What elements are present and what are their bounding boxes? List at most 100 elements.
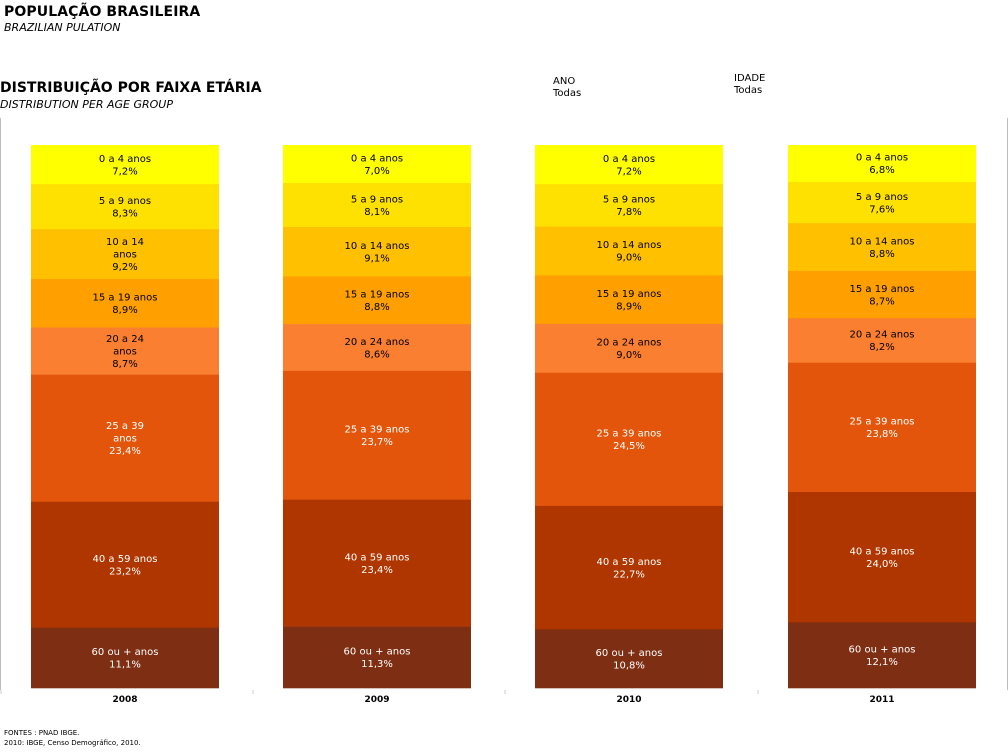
data-label: 7,2% [112, 166, 137, 177]
section-subtitle: DISTRIBUTION PER AGE GROUP [0, 98, 173, 111]
bar-segment[interactable] [788, 622, 976, 689]
bar-segment[interactable] [283, 276, 471, 325]
data-label: 8,9% [616, 301, 641, 312]
segment-name-label: 25 a 39 [106, 421, 144, 432]
filter-idade-value[interactable]: Todas [734, 85, 763, 96]
bar-segment[interactable] [788, 223, 976, 272]
data-label: 23,4% [109, 446, 141, 457]
data-label: 8,7% [869, 296, 894, 307]
segment-name-label: 0 a 4 anos [99, 154, 151, 165]
bar-segment[interactable] [31, 229, 219, 280]
bar-segment[interactable] [283, 499, 471, 627]
bar-segment[interactable] [535, 629, 723, 689]
bar-segment[interactable] [283, 145, 471, 184]
segment-name-label: 0 a 4 anos [351, 153, 403, 164]
page-subtitle: BRAZILIAN PULATION [4, 21, 121, 34]
data-label: 7,2% [616, 166, 641, 177]
column-2009: 0 a 4 anos 7,0% 5 a 9 anos 8,1% 10 a 14 anos… [283, 145, 471, 689]
bar-segment[interactable] [283, 626, 471, 689]
segment-name-label: 60 ou + anos [92, 647, 159, 658]
segment-name-label: 40 a 59 anos [597, 557, 662, 568]
x-tick-label: 2011 [869, 695, 894, 705]
segment-name-label: 60 ou + anos [849, 644, 916, 655]
data-label: 9,2% [112, 262, 137, 273]
segment-name-label: 5 a 9 anos [99, 196, 151, 207]
bar-segment[interactable] [31, 627, 219, 689]
data-label: 24,0% [866, 559, 898, 570]
bar-segment[interactable] [788, 270, 976, 319]
segment-name-label: 20 a 24 anos [850, 330, 915, 341]
filter-ano-value[interactable]: Todas [553, 88, 582, 99]
segment-name-label: 20 a 24 [106, 334, 144, 345]
bar-segment[interactable] [788, 181, 976, 224]
segment-name-label: 15 a 19 anos [850, 284, 915, 295]
bar-segment[interactable] [31, 145, 219, 185]
bar-segment[interactable] [31, 501, 219, 629]
data-label: 23,7% [361, 437, 393, 448]
data-label: 9,0% [616, 253, 641, 264]
segment-name-label: 40 a 59 anos [850, 546, 915, 557]
data-label: 8,2% [869, 342, 894, 353]
data-label: 23,2% [109, 566, 141, 577]
bar-segment[interactable] [31, 327, 219, 375]
bar-segment[interactable] [283, 370, 471, 500]
segment-name-label: 15 a 19 anos [93, 293, 158, 304]
segment-name-label: 5 a 9 anos [351, 194, 403, 205]
bar-segment[interactable] [788, 491, 976, 623]
x-tick-label: 2009 [364, 695, 389, 705]
segment-name-label: 60 ou + anos [596, 648, 663, 659]
bar-segment[interactable] [788, 145, 976, 183]
bar-segment[interactable] [31, 184, 219, 230]
bar-segment[interactable] [31, 279, 219, 328]
bar-segment[interactable] [788, 318, 976, 364]
data-label: 23,8% [866, 429, 898, 440]
filter-idade-label: IDADE [734, 73, 766, 84]
bar-segment[interactable] [535, 372, 723, 507]
segment-name-label: 5 a 9 anos [856, 192, 908, 203]
segment-name-label: 10 a 14 anos [345, 241, 410, 252]
data-label: 8,9% [112, 305, 137, 316]
segment-name-label: 25 a 39 anos [597, 429, 662, 440]
filter-ano-label: ANO [553, 76, 576, 87]
segment-name-label: 25 a 39 anos [345, 424, 410, 435]
data-label: 8,6% [364, 349, 389, 360]
segment-name-label: anos [113, 434, 137, 445]
filter-idade[interactable]: IDADE Todas [734, 73, 765, 97]
bar-segment[interactable] [535, 226, 723, 276]
segment-name-label: 40 a 59 anos [345, 552, 410, 563]
data-label: 11,1% [109, 660, 141, 671]
bar-segment[interactable] [788, 362, 976, 493]
data-label: 8,8% [364, 302, 389, 313]
segment-name-label: 0 a 4 anos [856, 153, 908, 164]
data-label: 12,1% [866, 657, 898, 668]
data-label: 23,4% [361, 565, 393, 576]
bar-segment[interactable] [535, 505, 723, 630]
segment-name-label: 15 a 19 anos [345, 290, 410, 301]
data-label: 7,6% [869, 204, 894, 215]
bar-segment[interactable] [535, 145, 723, 185]
sources-line-2: 2010: IBGE, Censo Demográfico, 2010. [4, 739, 141, 747]
bar-segment[interactable] [283, 183, 471, 228]
filter-ano[interactable]: ANO Todas [553, 76, 581, 100]
sources-line-1: FONTES : PNAD IBGE. [4, 729, 80, 737]
data-label: 22,7% [613, 569, 645, 580]
bar-segment[interactable] [535, 323, 723, 374]
chart-area: 0 a 4 anos 7,2% 5 a 9 anos 8,3% 10 a 14 anos 9… [0, 118, 1008, 705]
segment-name-label: 10 a 14 [106, 237, 144, 248]
x-tick-label: 2010 [616, 695, 641, 705]
data-label: 8,1% [364, 207, 389, 218]
x-tick-label: 2008 [112, 695, 137, 705]
bar-segment[interactable] [283, 324, 471, 372]
sources-note: FONTES : PNAD IBGE. 2010: IBGE, Censo De… [4, 728, 141, 748]
page-title: POPULAÇÃO BRASILEIRA [4, 4, 201, 20]
bar-segment[interactable] [31, 374, 219, 503]
bar-segment[interactable] [535, 184, 723, 227]
segment-name-label: 15 a 19 anos [597, 289, 662, 300]
segment-name-label: 20 a 24 anos [597, 338, 662, 349]
bar-segment[interactable] [535, 275, 723, 325]
segment-name-label: anos [113, 347, 137, 358]
bar-segment[interactable] [283, 226, 471, 277]
